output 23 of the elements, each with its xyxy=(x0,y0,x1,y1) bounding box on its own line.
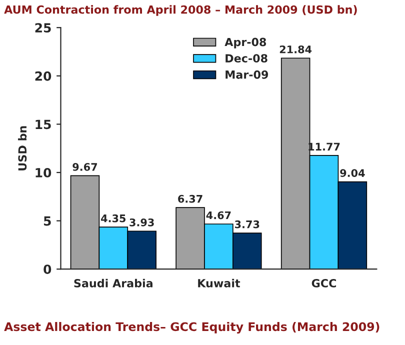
data-label: 4.67 xyxy=(206,211,231,220)
data-label: 6.37 xyxy=(178,194,202,203)
x-tick-label: GCC xyxy=(312,279,336,288)
text: Asset Allocation Trends– GCC Equity Funds (March 2009) xyxy=(4,322,380,334)
y-tick-label: 15 xyxy=(36,120,51,130)
data-label: 9.04 xyxy=(340,169,365,177)
data-label: 4.35 xyxy=(101,214,126,222)
chart-title: AUM Contraction from April 2008 – March 2009 (USD bn) xyxy=(4,5,357,16)
data-label: 3.73 xyxy=(234,220,260,228)
y-tick-label: 25 xyxy=(35,23,51,33)
x-tick-label: Kuwait xyxy=(198,278,240,288)
y-tick-label: 0 xyxy=(44,264,52,274)
y-tick-label: 20 xyxy=(35,71,52,81)
data-label: 9.67 xyxy=(72,163,97,171)
legend-label: Apr-08 xyxy=(224,38,266,48)
y-tick-label: 5 xyxy=(44,216,51,226)
data-label: 21.84 xyxy=(280,45,312,54)
y-axis-title: USD bn xyxy=(18,126,27,170)
data-label: 3.93 xyxy=(130,218,154,226)
y-tick-label: 10 xyxy=(36,168,52,178)
legend-label: Mar-09 xyxy=(226,70,268,79)
legend-label: Dec-08 xyxy=(226,54,268,63)
x-tick-label: Saudi Arabia xyxy=(74,278,152,288)
